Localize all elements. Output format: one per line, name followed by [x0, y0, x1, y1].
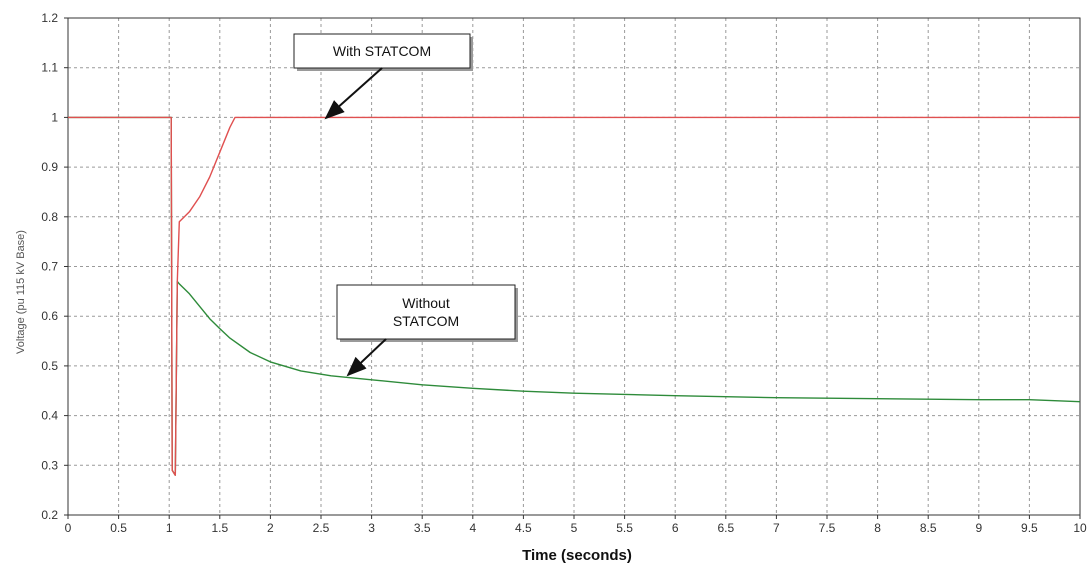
y-tick-label: 0.5 — [41, 359, 58, 373]
callout-group: With STATCOM Without STATCOM — [293, 33, 518, 377]
callout-box — [336, 284, 516, 340]
with-statcom-callout: With STATCOM — [293, 33, 473, 120]
x-tick-label: 2.5 — [313, 521, 330, 535]
x-tick-label: 0 — [65, 521, 72, 535]
x-tick-label: 10 — [1073, 521, 1087, 535]
x-tick-label: 8.5 — [920, 521, 937, 535]
callout-label: With STATCOM — [333, 43, 431, 59]
callout-arrow — [346, 338, 387, 377]
y-tick-label: 0.4 — [41, 409, 58, 423]
y-tick-label: 0.3 — [41, 458, 58, 472]
x-tick-label: 1 — [166, 521, 173, 535]
callout-label: STATCOM — [393, 313, 459, 329]
callout-box — [293, 33, 471, 69]
x-tick-label: 7.5 — [819, 521, 836, 535]
y-tick-label: 0.8 — [41, 210, 58, 224]
callout-label: Without — [402, 295, 450, 311]
x-tick-label: 3.5 — [414, 521, 431, 535]
x-tick-label: 6 — [672, 521, 679, 535]
x-tick-label: 4.5 — [515, 521, 532, 535]
plot-frame — [67, 17, 1081, 516]
y-tick-label: 1 — [51, 110, 58, 124]
x-tick-label: 3 — [368, 521, 375, 535]
callout-arrow — [324, 67, 383, 120]
with-statcom-series-line — [68, 116, 1080, 476]
x-tick-label: 9 — [975, 521, 982, 535]
x-tick-label: 1.5 — [211, 521, 228, 535]
y-axis-label: Voltage (pu 115 kV Base) — [15, 230, 27, 354]
grid-lines — [68, 18, 1080, 515]
y-tick-label: 1.2 — [41, 11, 58, 25]
x-tick-label: 4 — [469, 521, 476, 535]
axes: 0 0.5 1 1.5 2 2.5 3 3.5 4 4.5 5 5.5 6 6.5 7 7.5 8 8.5 9 9.5… — [41, 11, 1087, 535]
x-tick-label: 9.5 — [1021, 521, 1038, 535]
series-group — [68, 116, 1081, 476]
x-tick-label: 7 — [773, 521, 780, 535]
y-tick-label: 1.1 — [41, 61, 58, 75]
x-tick-label: 5 — [571, 521, 578, 535]
x-tick-label: 6.5 — [717, 521, 734, 535]
y-tick-label: 0.2 — [41, 508, 58, 522]
x-axis-label: Time (seconds) — [522, 547, 632, 564]
without-statcom-callout: Without STATCOM — [336, 284, 518, 377]
x-tick-label: 0.5 — [110, 521, 127, 535]
x-tick-label: 8 — [874, 521, 881, 535]
y-tick-label: 0.9 — [41, 160, 58, 174]
x-tick-label: 5.5 — [616, 521, 633, 535]
x-tick-label: 2 — [267, 521, 274, 535]
y-tick-label: 0.6 — [41, 309, 58, 323]
y-tick-label: 0.7 — [41, 260, 58, 274]
